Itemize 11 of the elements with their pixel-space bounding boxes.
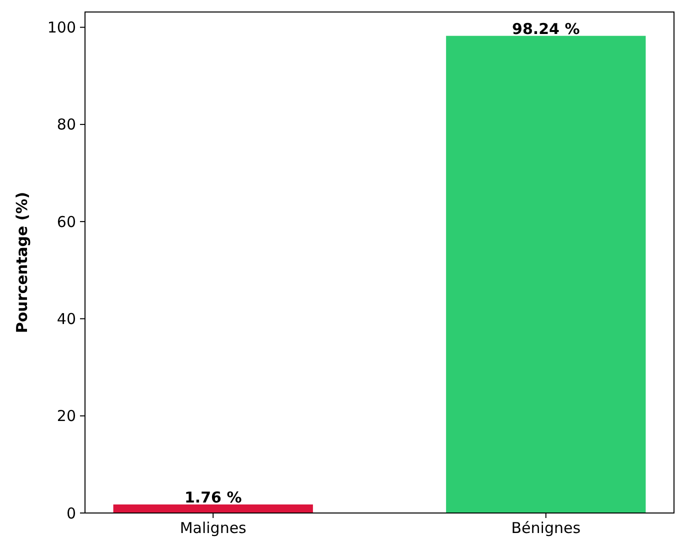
y-tick-label: 20 xyxy=(56,407,76,426)
y-tick-label: 100 xyxy=(47,18,76,37)
data-label: 1.76 % xyxy=(184,488,242,506)
y-axis-title: Pourcentage (%) xyxy=(13,192,31,334)
y-tick-label: 60 xyxy=(56,212,76,231)
y-tick-label: 80 xyxy=(56,116,76,134)
x-tick-label: Malignes xyxy=(180,519,247,537)
y-tick-label: 0 xyxy=(66,504,76,522)
x-tick-label: Bénignes xyxy=(511,519,581,537)
data-label: 98.24 % xyxy=(512,20,580,38)
y-tick-label: 40 xyxy=(56,310,76,328)
